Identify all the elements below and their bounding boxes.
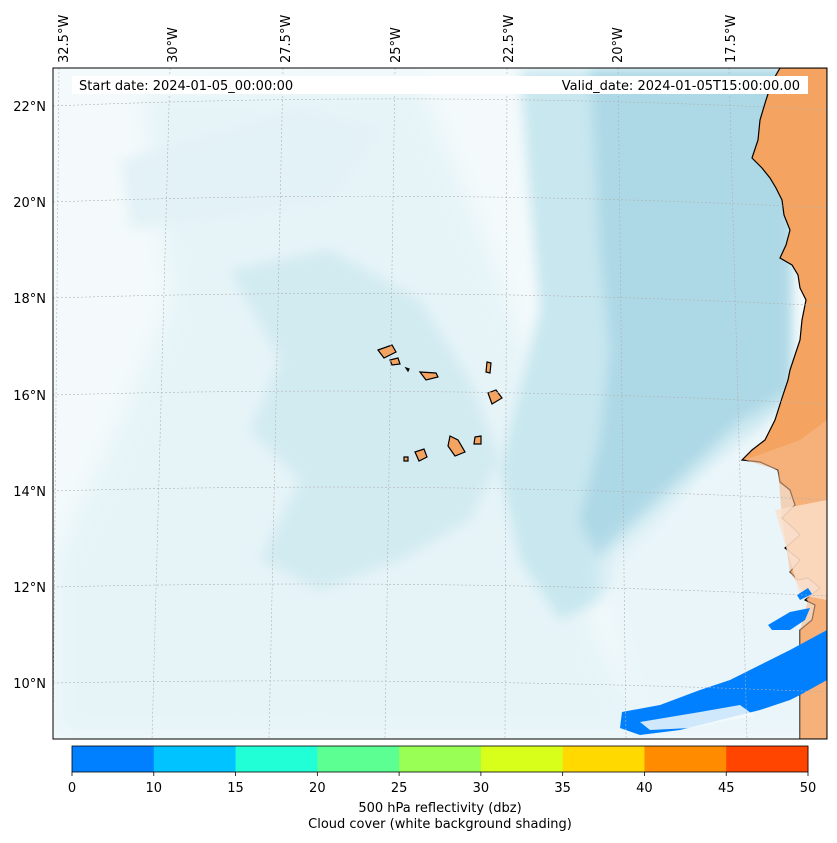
colorbar-tick-label: 50 [800,781,817,796]
colorbar-segment [236,746,318,772]
colorbar-label: 500 hPa reflectivity (dbz) [72,801,808,816]
lat-label: 18°N [13,292,46,307]
lat-label: 14°N [13,485,46,500]
colorbar-tick-label: 20 [309,781,326,796]
colorbar-sublabel: Cloud cover (white background shading) [72,817,808,832]
lon-label: 25°W [389,27,404,63]
lat-label: 22°N [13,100,46,115]
start-date-label: Start date: 2024-01-05_00:00:00 [79,79,293,94]
lon-label: 27.5°W [279,15,294,63]
cloud-cover-shading [53,70,827,739]
colorbar-tick-label: 45 [718,781,735,796]
colorbar-segment [644,746,726,772]
colorbar-tick-label: 30 [473,781,490,796]
colorbar-segment [726,746,808,772]
colorbar-tick-label: 25 [391,781,408,796]
lon-label: 20°W [611,27,626,63]
colorbar-tick-label: 35 [554,781,571,796]
colorbar-tick-label: 10 [146,781,163,796]
colorbar: 0 10 15 20 25 30 35 40 45 50 [68,746,816,796]
colorbar-segment [154,746,236,772]
valid-date-label: Valid_date: 2024-01-05T15:00:00.00 [562,79,800,94]
lon-label: 22.5°W [502,15,517,63]
lon-label: 17.5°W [724,15,739,63]
lat-label: 20°N [13,196,46,211]
colorbar-segment [399,746,481,772]
colorbar-segment [481,746,563,772]
colorbar-tick-label: 0 [68,781,76,796]
longitude-labels: 32.5°W 30°W 27.5°W 25°W 22.5°W 20°W 17.5… [57,15,739,63]
lon-label: 30°W [166,27,181,63]
map-panel: Start date: 2024-01-05_00:00:00 Valid_da… [53,68,827,739]
lat-label: 16°N [13,389,46,404]
colorbar-segment [317,746,399,772]
colorbar-segment [563,746,645,772]
lat-label: 12°N [13,581,46,596]
lon-label: 32.5°W [57,15,72,63]
lat-label: 10°N [13,677,46,692]
latitude-labels: 22°N 20°N 18°N 16°N 14°N 12°N 10°N [13,100,46,692]
colorbar-segment [72,746,154,772]
colorbar-tick-label: 15 [227,781,244,796]
colorbar-tick-label: 40 [636,781,653,796]
